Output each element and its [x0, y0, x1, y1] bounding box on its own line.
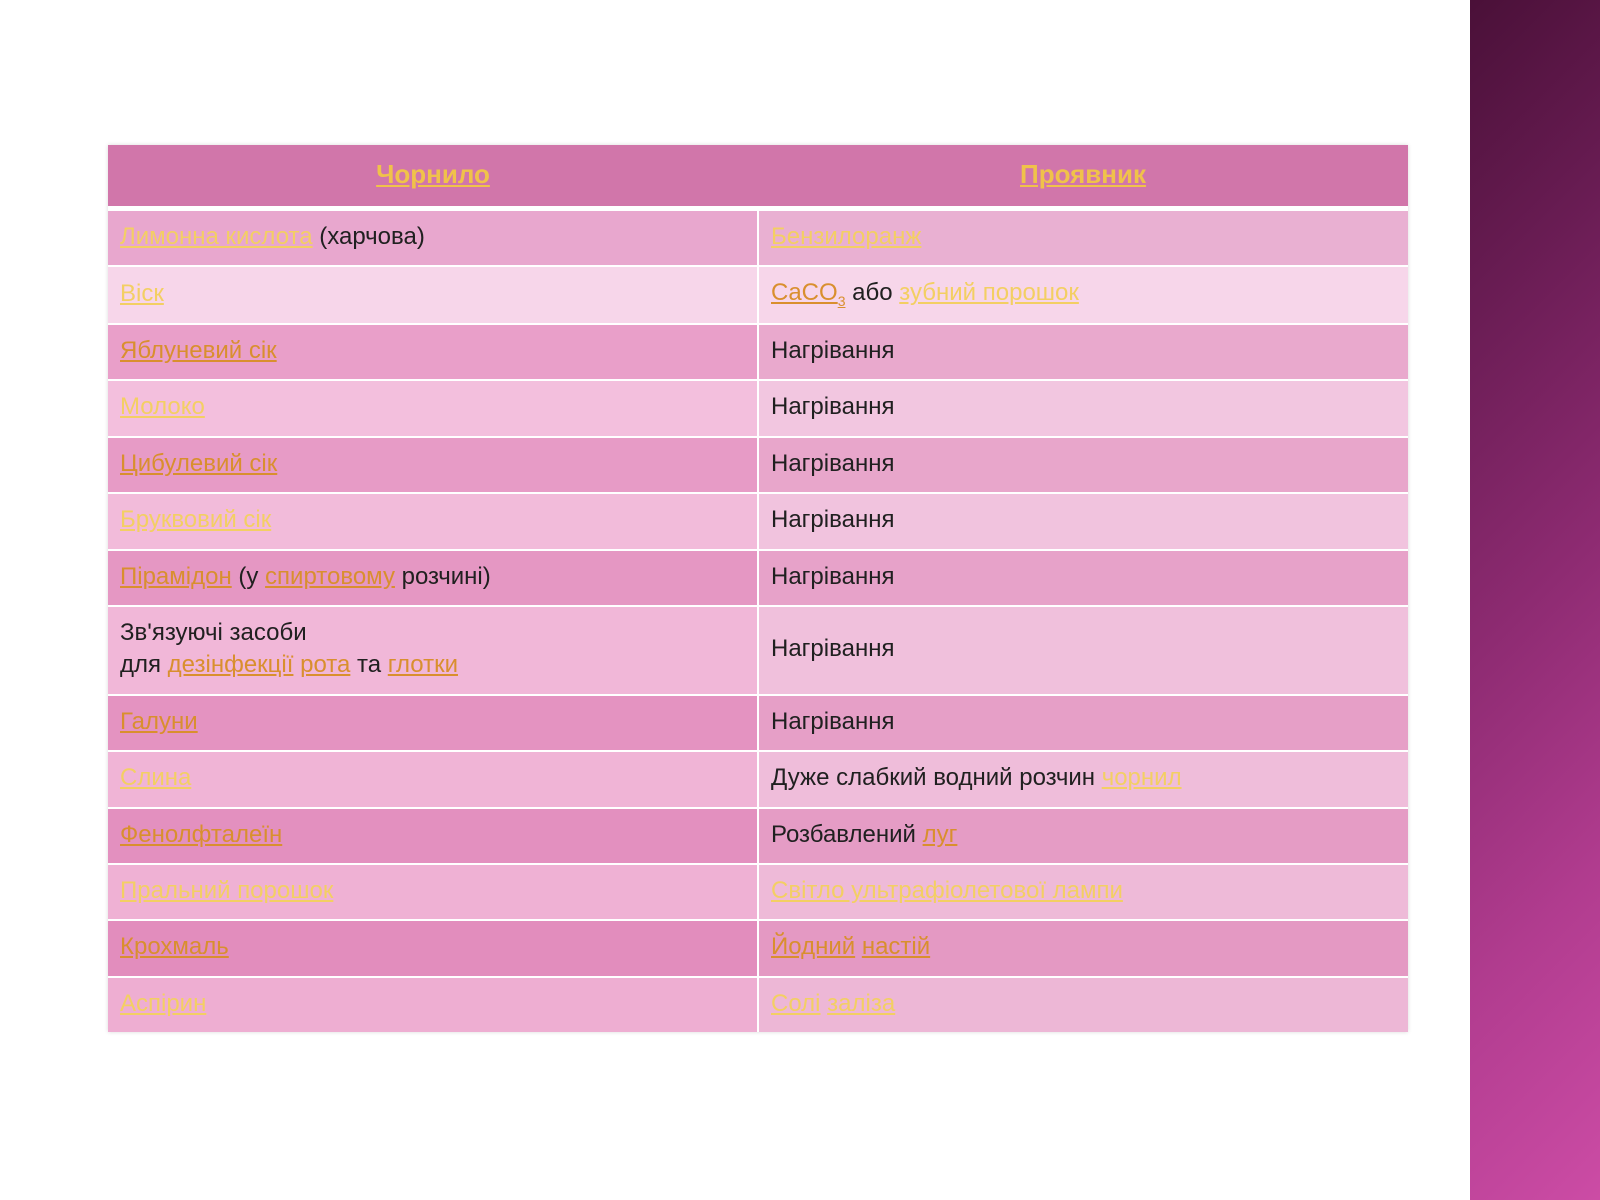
cell-text: (у	[232, 563, 265, 590]
table-row: Крохмаль Йодний настій	[108, 920, 1408, 976]
table-row: Галуни Нагрівання	[108, 695, 1408, 751]
wiki-link[interactable]: зубний порошок	[899, 279, 1079, 306]
cell-ink: Віск	[108, 266, 758, 324]
cell-text: та	[350, 651, 387, 678]
cell-developer: Дуже слабкий водний розчин чорнил	[758, 751, 1408, 807]
wiki-link[interactable]: Йодний	[771, 933, 855, 960]
cell-developer: Нагрівання	[758, 324, 1408, 380]
cell-text: Нагрівання	[771, 506, 894, 533]
wiki-link[interactable]: Віск	[120, 280, 164, 307]
data-table: Чорнило Проявник Лимонна кислота (харчов…	[108, 145, 1408, 1032]
developer-header-link[interactable]: Проявник	[1020, 159, 1146, 189]
cell-ink: Слина	[108, 751, 758, 807]
wiki-link[interactable]: Світло ультрафіолетової лампи	[771, 877, 1123, 904]
invisible-ink-table: Чорнило Проявник Лимонна кислота (харчов…	[108, 145, 1408, 1032]
slide-theme-sidebar	[1470, 0, 1600, 1200]
wiki-link[interactable]: дезінфекції	[168, 651, 294, 678]
col-header-developer: Проявник	[758, 145, 1408, 209]
table-row: Лимонна кислота (харчова) Бензилоранж	[108, 209, 1408, 267]
cell-text: Нагрівання	[771, 450, 894, 477]
wiki-link[interactable]: рота	[300, 651, 350, 678]
col-header-ink: Чорнило	[108, 145, 758, 209]
wiki-link[interactable]: заліза	[827, 990, 895, 1017]
wiki-link[interactable]: спиртовому	[265, 563, 395, 590]
wiki-link[interactable]: Слина	[120, 764, 191, 791]
table-header-row: Чорнило Проявник	[108, 145, 1408, 209]
cell-text: Нагрівання	[771, 563, 894, 590]
cell-text: для	[120, 651, 168, 678]
wiki-link[interactable]: чорнил	[1102, 764, 1182, 791]
cell-ink: Бруквовий сік	[108, 493, 758, 549]
table-row: Зв'язуючі засобидля дезінфекції рота та …	[108, 606, 1408, 695]
cell-ink: Зв'язуючі засобидля дезінфекції рота та …	[108, 606, 758, 695]
cell-ink: Пірамідон (у спиртовому розчині)	[108, 550, 758, 606]
cell-ink: Галуни	[108, 695, 758, 751]
cell-text: Нагрівання	[771, 393, 894, 420]
cell-ink: Крохмаль	[108, 920, 758, 976]
cell-developer: Бензилоранж	[758, 209, 1408, 267]
cell-developer: Йодний настій	[758, 920, 1408, 976]
cell-ink: Цибулевий сік	[108, 437, 758, 493]
cell-ink: Аспірин	[108, 977, 758, 1032]
table-body: Лимонна кислота (харчова) Бензилоранж Віск…	[108, 209, 1408, 1033]
cell-ink: Фенолфталеїн	[108, 808, 758, 864]
cell-ink: Молоко	[108, 380, 758, 436]
wiki-link[interactable]: CaCO	[771, 279, 838, 306]
cell-developer: Нагрівання	[758, 695, 1408, 751]
cell-developer: CaCO3 або зубний порошок	[758, 266, 1408, 324]
cell-text: Нагрівання	[771, 337, 894, 364]
cell-developer: Нагрівання	[758, 437, 1408, 493]
table-row: Слина Дуже слабкий водний розчин чорнил	[108, 751, 1408, 807]
table-row: Пірамідон (у спиртовому розчині) Нагріван…	[108, 550, 1408, 606]
cell-developer: Нагрівання	[758, 380, 1408, 436]
wiki-link[interactable]: глотки	[388, 651, 458, 678]
wiki-link[interactable]: Аспірин	[120, 990, 206, 1017]
cell-text: Нагрівання	[771, 708, 894, 735]
cell-text: Нагрівання	[771, 635, 894, 662]
wiki-link[interactable]: Молоко	[120, 393, 205, 420]
wiki-link[interactable]: Пральний порошок	[120, 877, 333, 904]
cell-ink: Лимонна кислота (харчова)	[108, 209, 758, 267]
cell-developer: Нагрівання	[758, 606, 1408, 695]
wiki-link[interactable]: Лимонна кислота	[120, 223, 313, 250]
wiki-link[interactable]: Цибулевий сік	[120, 450, 277, 477]
table-row: Віск CaCO3 або зубний порошок	[108, 266, 1408, 324]
wiki-link[interactable]: Яблуневий сік	[120, 337, 277, 364]
wiki-link[interactable]: Бруквовий сік	[120, 506, 271, 533]
ink-header-link[interactable]: Чорнило	[376, 159, 490, 189]
cell-ink: Пральний порошок	[108, 864, 758, 920]
cell-developer: Світло ультрафіолетової лампи	[758, 864, 1408, 920]
cell-text: або	[845, 279, 899, 306]
cell-developer: Нагрівання	[758, 550, 1408, 606]
wiki-link[interactable]: Галуни	[120, 708, 198, 735]
cell-text: Зв'язуючі засоби	[120, 619, 307, 646]
cell-text: Розбавлений	[771, 821, 923, 848]
wiki-link[interactable]: настій	[862, 933, 930, 960]
cell-developer: Розбавлений луг	[758, 808, 1408, 864]
table-row: Аспірин Солі заліза	[108, 977, 1408, 1032]
table-row: Пральний порошок Світло ультрафіолетової …	[108, 864, 1408, 920]
table-row: Фенолфталеїн Розбавлений луг	[108, 808, 1408, 864]
table-row: Яблуневий сік Нагрівання	[108, 324, 1408, 380]
cell-text: (харчова)	[313, 223, 425, 250]
wiki-link[interactable]: Пірамідон	[120, 563, 232, 590]
cell-developer: Солі заліза	[758, 977, 1408, 1032]
table-row: Бруквовий сік Нагрівання	[108, 493, 1408, 549]
cell-text: Дуже слабкий водний розчин	[771, 764, 1102, 791]
wiki-link[interactable]: Фенолфталеїн	[120, 821, 282, 848]
cell-ink: Яблуневий сік	[108, 324, 758, 380]
wiki-link[interactable]: луг	[923, 821, 958, 848]
wiki-link[interactable]: Солі	[771, 990, 821, 1017]
wiki-link[interactable]: Бензилоранж	[771, 223, 921, 250]
cell-text	[855, 933, 862, 960]
table-row: Цибулевий сік Нагрівання	[108, 437, 1408, 493]
cell-text: розчині)	[395, 563, 491, 590]
wiki-link[interactable]: Крохмаль	[120, 933, 229, 960]
table-row: Молоко Нагрівання	[108, 380, 1408, 436]
cell-developer: Нагрівання	[758, 493, 1408, 549]
